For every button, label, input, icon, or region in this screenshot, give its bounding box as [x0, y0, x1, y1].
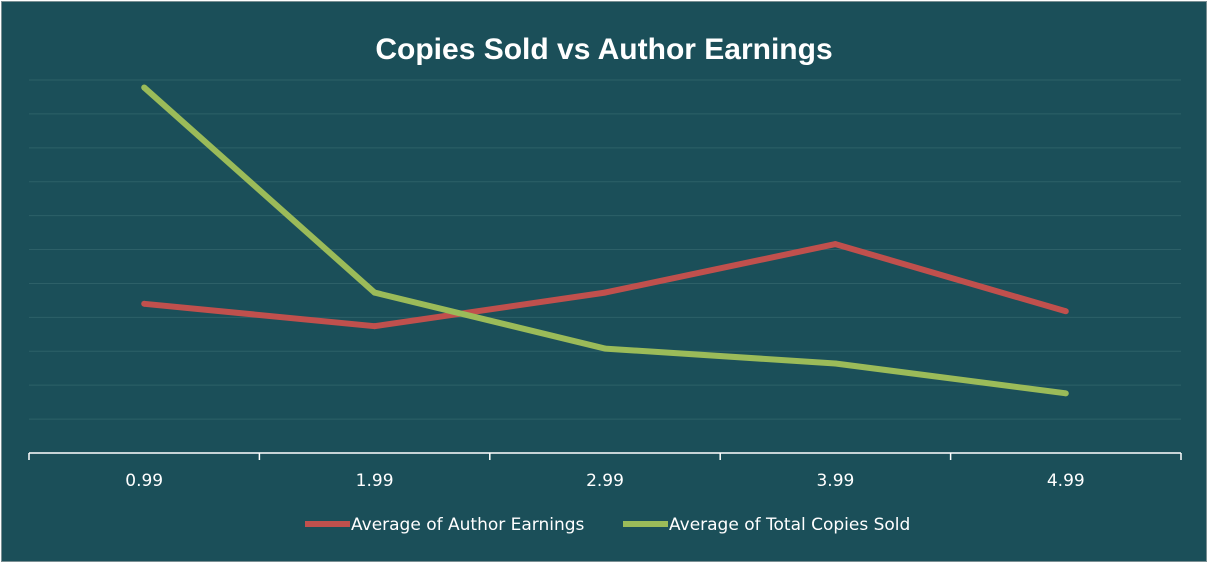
series-lines	[141, 84, 1069, 397]
data-point	[602, 289, 608, 296]
data-point	[832, 360, 839, 367]
x-tick-label: 3.99	[816, 471, 854, 491]
legend-label: Average of Author Earnings	[351, 515, 585, 535]
data-point	[141, 300, 148, 307]
data-point	[602, 345, 608, 352]
chart-title: Copies Sold vs Author Earnings	[375, 33, 832, 66]
x-axis: 0.99 1.99 2.99 3.99 4.99	[28, 452, 1182, 491]
data-point	[1062, 308, 1069, 315]
x-tick-label: 4.99	[1047, 471, 1085, 491]
data-point	[141, 84, 148, 91]
series-line-1	[143, 241, 1067, 330]
x-tick-label: 1.99	[356, 471, 394, 491]
gridlines	[29, 79, 1181, 420]
data-point	[371, 289, 378, 296]
data-point	[371, 323, 378, 330]
legend: Average of Author Earnings Average of Tot…	[305, 515, 910, 535]
legend-label: Average of Total Copies Sold	[669, 515, 910, 535]
x-tick-label: 0.99	[125, 471, 163, 491]
x-tick-label: 2.99	[586, 471, 624, 491]
data-point	[1062, 390, 1069, 397]
data-point	[832, 241, 839, 248]
